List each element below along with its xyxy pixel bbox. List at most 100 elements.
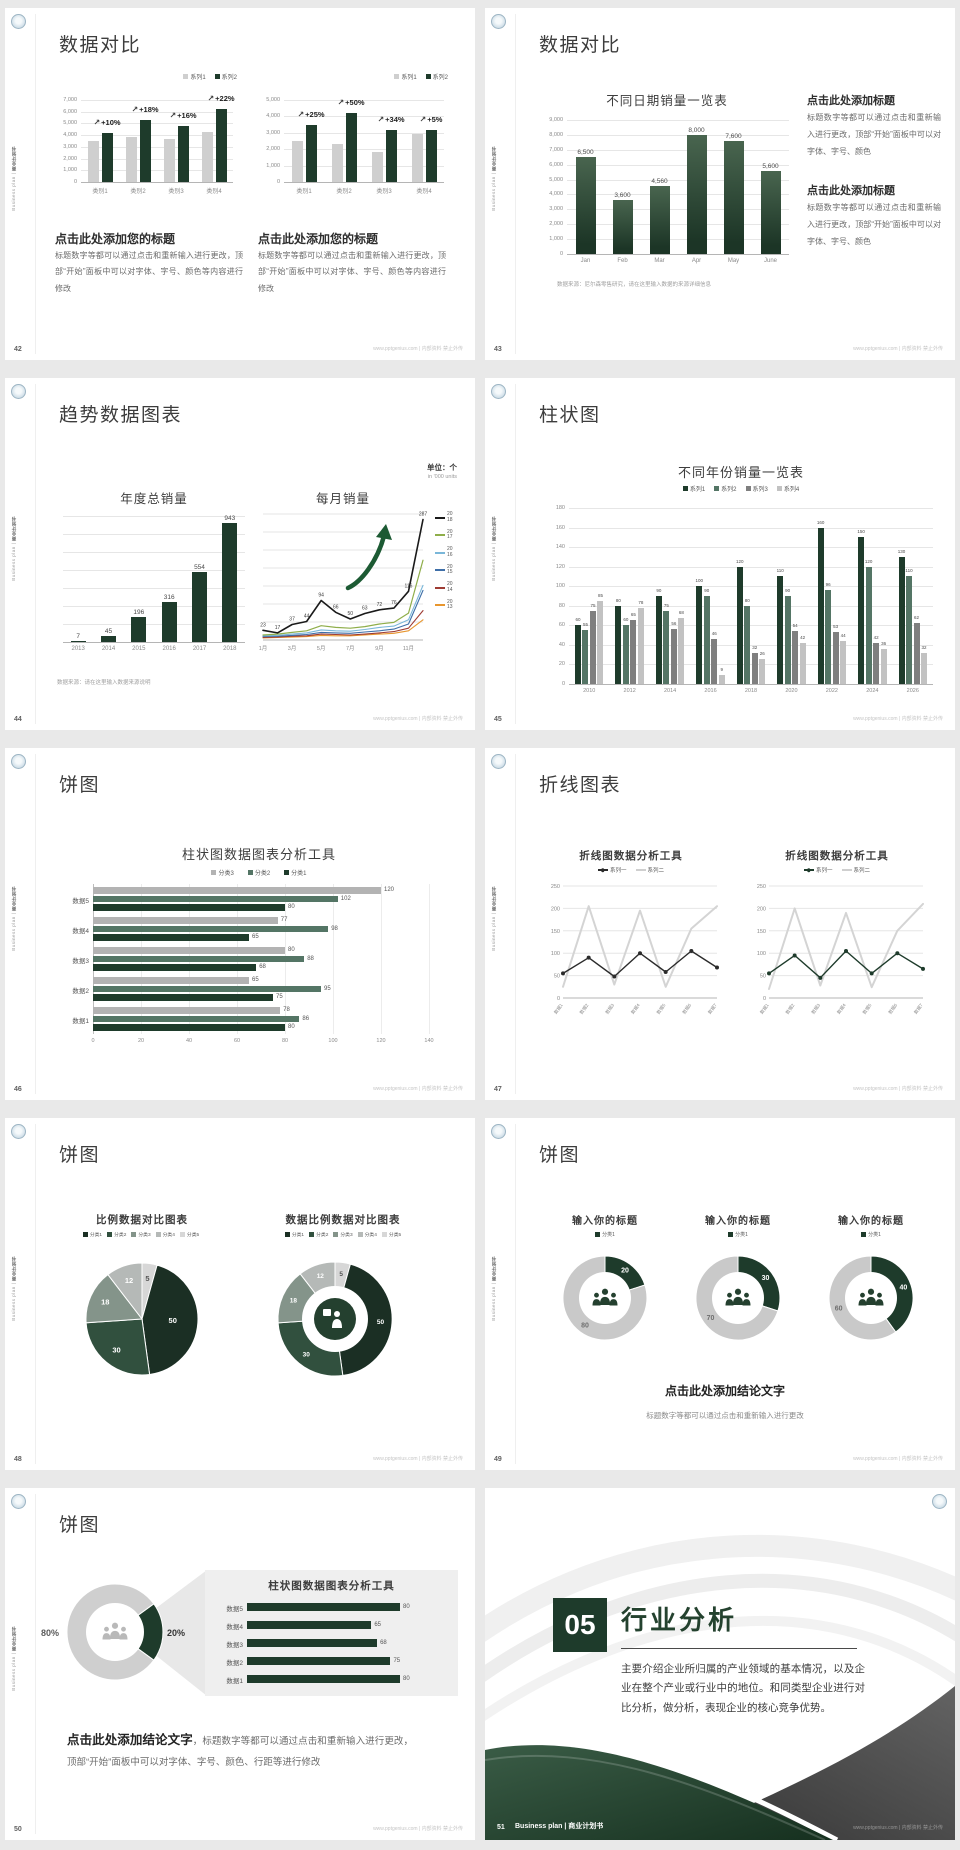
slide-43[interactable]: Business plan | 商业计划书 数据对比 不同日期销量一览表 9,0… bbox=[485, 8, 955, 360]
slide-48[interactable]: Business plan | 商业计划书 饼图 比例数据对比图表 分类1 分类2… bbox=[5, 1118, 475, 1470]
logo-icon bbox=[932, 1494, 947, 1509]
sidebar-divider bbox=[515, 1124, 516, 1464]
svg-text:20: 20 bbox=[621, 1267, 629, 1274]
logo-icon bbox=[11, 14, 26, 29]
y-tick-label: 60 bbox=[558, 622, 565, 629]
slide-47[interactable]: Business plan | 商业计划书 折线图表 折线图数据分析工具 系列一… bbox=[485, 748, 955, 1100]
page-number: 50 bbox=[14, 1826, 22, 1833]
conclusion-rest: ，标题数字等都可以通过点击和重新输入进行更改，顶部“开始”面板中可以对字体、字号… bbox=[67, 1736, 413, 1768]
bar bbox=[93, 887, 381, 894]
sidebar-vertical-text: Business plan | 商业计划书 bbox=[11, 1256, 16, 1321]
bar-value-label: 7,600 bbox=[725, 132, 742, 140]
bar bbox=[582, 630, 589, 684]
slide-42[interactable]: Business plan | 商业计划书 数据对比 系列1 系列2 系列1 系列2… bbox=[5, 8, 475, 360]
bar bbox=[696, 586, 703, 684]
x-tick-label: 类别3 bbox=[168, 189, 184, 195]
x-tick-label: 2013 bbox=[71, 646, 85, 652]
bar-value-label: 46 bbox=[711, 631, 717, 637]
x-tick-label: 类别1 bbox=[296, 189, 312, 195]
grid-vline bbox=[381, 884, 382, 1034]
svg-text:5月: 5月 bbox=[317, 645, 326, 652]
gridline bbox=[567, 134, 789, 136]
bar-value-label: 96 bbox=[825, 582, 831, 588]
gridline bbox=[63, 642, 245, 643]
page-number: 42 bbox=[14, 346, 22, 353]
legend-square-swatch bbox=[247, 870, 253, 875]
page-number: 45 bbox=[494, 716, 502, 723]
x-tick-label: 类别1 bbox=[92, 189, 108, 195]
gridline bbox=[284, 165, 444, 167]
up-right-arrow-icon: ↗ bbox=[297, 109, 305, 119]
y-tick-label: 4,000 bbox=[63, 132, 77, 139]
gridline bbox=[81, 111, 233, 113]
legend-item: 系列二 bbox=[841, 866, 870, 874]
x-tick-label: 2017 bbox=[192, 646, 207, 652]
sidebar-divider bbox=[35, 384, 36, 724]
x-tick-label: 2010 bbox=[583, 688, 596, 694]
block-heading: 点击此处添加标题 bbox=[807, 95, 895, 107]
bar-value-label: 80 bbox=[288, 947, 295, 954]
y-tick-label: 160 bbox=[555, 524, 565, 531]
gridline bbox=[63, 624, 245, 625]
percent-label: ↗+22% bbox=[207, 94, 235, 104]
gridline bbox=[284, 182, 444, 183]
y-tick-label: 1,000 bbox=[549, 236, 563, 243]
legend-line-swatch bbox=[803, 868, 814, 872]
slide-45[interactable]: Business plan | 商业计划书 柱状图 不同年份销量一览表 系列1 系… bbox=[485, 378, 955, 730]
bar bbox=[177, 125, 189, 182]
slide-46[interactable]: Business plan | 商业计划书 饼图 柱状图数据图表分析工具 分类3… bbox=[5, 748, 475, 1100]
gridline bbox=[81, 182, 233, 183]
background-waves bbox=[485, 1535, 955, 1840]
svg-text:5: 5 bbox=[145, 1274, 149, 1283]
row-label: 数据1 bbox=[72, 1018, 89, 1025]
x-tick-label: 60 bbox=[233, 1038, 241, 1044]
bar bbox=[759, 658, 766, 684]
svg-text:数据1: 数据1 bbox=[758, 1002, 771, 1016]
gridline bbox=[81, 146, 233, 148]
bar bbox=[247, 1603, 401, 1611]
sidebar-vertical-text: Business plan | 商业计划书 bbox=[11, 146, 16, 211]
y-tick-label: 1,000 bbox=[63, 167, 77, 174]
bar-value-label: 80 bbox=[744, 597, 750, 603]
footer-site: www.pptgenius.com | 内部资料 禁止外传 bbox=[853, 1825, 943, 1831]
y-tick-label: 4,000 bbox=[549, 191, 563, 198]
gridline bbox=[81, 135, 233, 137]
slide-50[interactable]: Business plan | 商业计划书 饼图 80% 20% 柱状图数据图表分… bbox=[5, 1488, 475, 1840]
legend-item: 系列1 bbox=[394, 72, 417, 81]
bar-value-label: 554 bbox=[194, 564, 205, 572]
bar-value-label: 90 bbox=[656, 588, 662, 593]
bar bbox=[817, 527, 824, 684]
pie-chart-svg: 80% 20% bbox=[41, 1583, 185, 1681]
x-tick-label: 2016 bbox=[162, 646, 176, 652]
chapter-paragraph: 主要介绍企业所归属的产业领域的基本情况，以及企业在整个产业或行业中的地位。和同类… bbox=[621, 1663, 865, 1714]
bar-value-label: 120 bbox=[384, 887, 395, 894]
svg-text:30: 30 bbox=[303, 1351, 311, 1358]
slide-49[interactable]: Business plan | 商业计划书 饼图 输入你的标题 输入你的标题 输… bbox=[485, 1118, 955, 1470]
bar bbox=[649, 186, 670, 254]
svg-text:100: 100 bbox=[551, 951, 560, 957]
chart-title: 不同年份销量一览表 bbox=[677, 465, 804, 480]
slide-51[interactable]: 05 行业分析 主要介绍企业所归属的产业领域的基本情况，以及企业在整个产业或行业… bbox=[485, 1488, 955, 1840]
svg-text:数据7: 数据7 bbox=[912, 1002, 925, 1016]
page-number: 43 bbox=[494, 346, 502, 353]
svg-text:80%: 80% bbox=[41, 1628, 59, 1638]
gridline bbox=[63, 534, 245, 535]
block-heading: 点击此处添加您的标题 bbox=[55, 232, 176, 246]
bar bbox=[906, 576, 913, 684]
svg-text:11月: 11月 bbox=[403, 645, 414, 652]
bar bbox=[305, 124, 317, 182]
bar-value-label: 120 bbox=[864, 558, 873, 564]
x-tick-label: May bbox=[727, 258, 740, 264]
gridline bbox=[569, 508, 933, 509]
bar-value-label: 68 bbox=[259, 963, 266, 970]
bar bbox=[291, 141, 303, 182]
legend-square-swatch bbox=[284, 870, 290, 875]
logo-icon bbox=[11, 1494, 26, 1509]
legend-item: 分类3 bbox=[211, 868, 234, 877]
x-tick-label: 2024 bbox=[866, 688, 879, 694]
x-tick-label: 类别2 bbox=[130, 189, 146, 195]
slide-44[interactable]: Business plan | 商业计划书 趋势数据图表 单位：个 in '00… bbox=[5, 378, 475, 730]
bar bbox=[161, 602, 177, 642]
unit-label-en: in '000 units bbox=[427, 474, 457, 480]
bar bbox=[723, 140, 744, 254]
